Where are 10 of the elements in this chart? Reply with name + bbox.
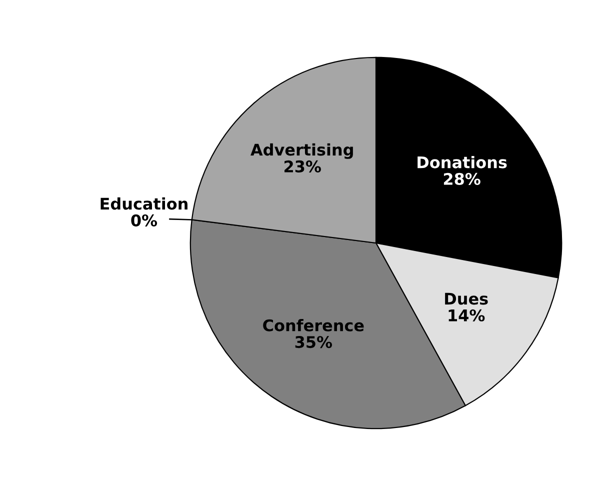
category-label: Education <box>100 197 188 210</box>
slice-label: Advertising <box>250 143 353 159</box>
data-label: 28% <box>444 172 480 185</box>
text: 0% <box>131 214 158 226</box>
slice-label: Conference <box>263 319 364 332</box>
data-label: 35% <box>295 336 332 348</box>
data-label: 14% <box>448 309 485 322</box>
slice-label: Dues <box>445 292 488 305</box>
slice-label: Donations <box>418 156 507 168</box>
data-label: 23% <box>284 160 321 172</box>
